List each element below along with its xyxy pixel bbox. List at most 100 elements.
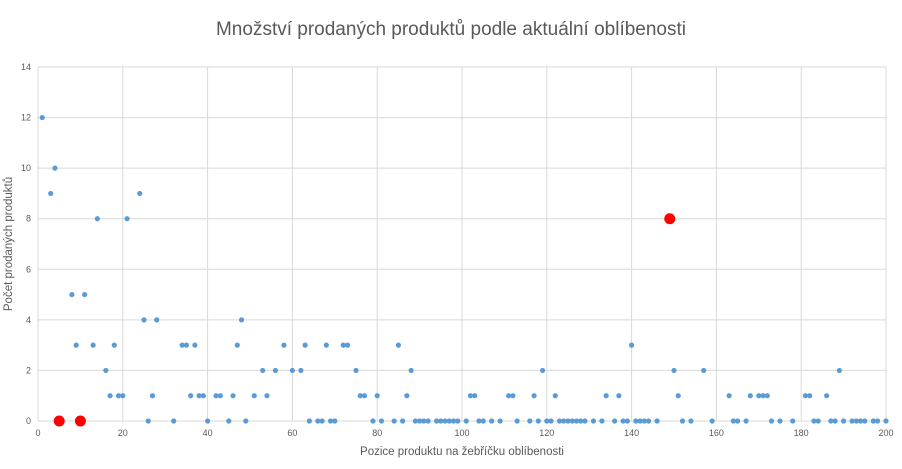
data-point [531,393,537,399]
data-point [472,393,478,399]
data-point [260,367,266,374]
data-point [141,317,147,323]
data-point [671,367,677,374]
data-point [620,418,626,424]
data-points [39,114,889,427]
data-point [590,418,597,424]
data-point [154,317,160,323]
data-point [188,393,194,399]
data-point [824,393,830,399]
data-point [302,342,308,348]
data-point [874,418,881,424]
y-tick-label: 12 [21,113,31,123]
data-point [323,342,329,348]
data-point [171,418,177,424]
data-point [149,393,156,399]
highlight-point [74,415,86,427]
data-point [264,393,270,399]
data-point [90,342,96,348]
data-point [94,216,100,222]
data-point [645,418,652,424]
data-point [319,418,325,424]
data-point [629,342,635,348]
data-point [442,418,448,424]
data-point [340,342,346,348]
x-tick-label: 120 [539,428,554,438]
data-point [565,418,571,424]
data-point [145,418,151,424]
data-point [137,190,143,197]
y-tick-label: 6 [26,264,31,274]
data-point [196,393,202,399]
data-point [332,418,338,424]
data-point [654,418,660,424]
x-tick-label: 80 [372,428,382,438]
data-point [641,418,647,424]
data-point [238,317,245,323]
data-point [544,418,550,424]
data-point [760,393,766,399]
gridlines [37,66,887,422]
data-point [179,342,185,348]
y-tick-label: 2 [26,365,31,375]
x-axis-ticks: 0 20 40 60 80 100 120 140 160 180 200 [35,428,893,438]
data-point [213,393,219,399]
data-point [573,418,580,424]
data-point [582,418,588,424]
x-tick-label: 180 [794,428,809,438]
x-tick-label: 200 [878,428,893,438]
data-point [455,418,461,424]
data-point [408,367,414,374]
data-point [857,418,864,424]
data-point [298,367,304,374]
data-point [883,418,889,424]
chart-title: Množství prodaných produktů podle aktuál… [215,19,687,40]
data-point [412,418,418,424]
data-point [82,291,88,298]
data-point [726,393,732,399]
data-point [425,418,431,424]
data-point [552,393,558,399]
data-point [52,165,58,171]
data-point [115,393,122,399]
data-point [807,393,813,399]
x-tick-label: 160 [709,428,724,438]
data-point [802,393,809,399]
data-point [612,418,618,424]
data-point [768,418,775,424]
data-point [730,418,736,424]
data-point [624,418,630,424]
data-point [599,418,605,424]
y-tick-label: 8 [26,214,31,224]
data-point [73,342,79,348]
data-point [183,342,189,348]
data-point [497,418,503,424]
data-point [370,418,376,424]
data-point [633,418,639,424]
data-point [200,393,206,399]
data-point [289,367,295,374]
data-point [709,418,715,424]
data-point [48,190,54,197]
data-point [539,367,546,374]
data-point [836,367,842,374]
data-point [315,418,321,424]
data-point [870,418,876,424]
data-point [480,418,486,424]
x-tick-label: 60 [287,428,297,438]
data-point [361,393,368,399]
data-point [701,367,707,374]
data-point [853,418,859,424]
data-point [832,418,838,424]
data-point [395,342,401,348]
data-point [205,418,211,424]
data-point [527,418,533,424]
y-axis-title: Počet prodaných produktů [3,177,15,311]
data-point [353,367,359,374]
y-tick-label: 14 [21,62,31,72]
data-point [510,393,516,399]
data-point [735,418,741,424]
data-point [828,418,834,424]
data-point [69,291,75,298]
data-point [281,342,287,348]
